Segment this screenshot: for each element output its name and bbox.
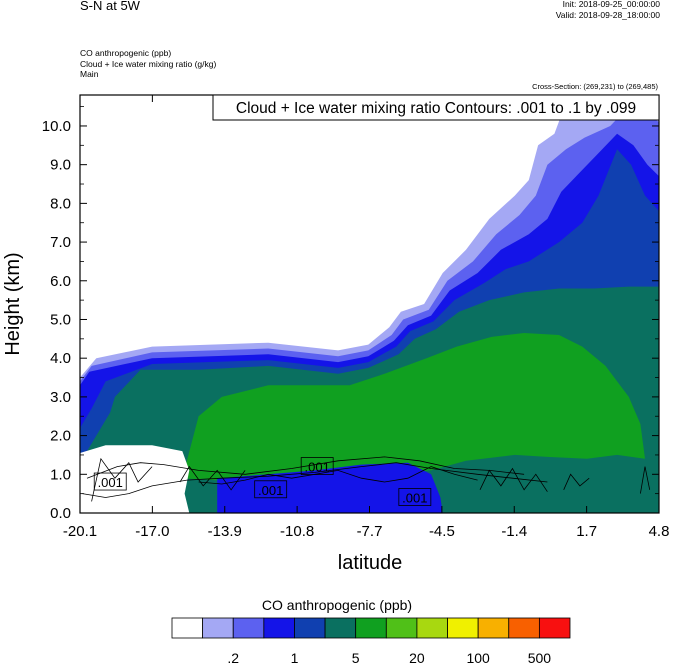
cloud-contour-line bbox=[179, 465, 246, 491]
colorbar-swatch bbox=[538, 617, 571, 639]
contour-label-box bbox=[93, 472, 127, 491]
colorbar-swatch bbox=[477, 617, 510, 639]
cross-section-label: Cross-Section: (269,231) to (269,485) bbox=[532, 82, 658, 91]
colorbar-tick-label: 100 bbox=[466, 650, 490, 666]
y-tick-label: 0.0 bbox=[50, 505, 71, 522]
y-tick-label: 6.0 bbox=[50, 273, 71, 290]
x-tick-label: -13.9 bbox=[208, 523, 242, 540]
colorbar-swatch bbox=[447, 617, 479, 639]
contour-line-label: .001 bbox=[305, 460, 330, 475]
field-co: CO anthropogenic (ppb) bbox=[80, 48, 172, 58]
cloud-contour-line bbox=[91, 457, 153, 502]
contour-line-label: .001 bbox=[98, 475, 123, 490]
contour-legend-box bbox=[212, 94, 660, 121]
colorbar-tick-label: 5 bbox=[352, 650, 360, 666]
cloud-contour-line bbox=[82, 462, 548, 498]
y-tick-label: 4.0 bbox=[50, 350, 71, 367]
contour-line-label: .001 bbox=[258, 483, 283, 498]
y-tick-label: 7.0 bbox=[50, 234, 71, 251]
contour-label-box bbox=[254, 480, 288, 499]
x-tick-label: -7.7 bbox=[357, 523, 383, 540]
colorbar-tick-label: .2 bbox=[227, 650, 239, 666]
axes: -20.1 -17.0 -13.9 -10.8 -7.7 -4.5 -1.4 1.7 4.8 0.… bbox=[42, 95, 670, 540]
colorbar-swatch bbox=[232, 617, 265, 639]
y-tick-label: 10.0 bbox=[42, 118, 71, 135]
contour-label-box bbox=[398, 488, 432, 506]
y-axis-label: Height (km) bbox=[2, 252, 24, 355]
cloud-contour-line bbox=[198, 466, 478, 485]
field-domain: Main bbox=[80, 69, 99, 79]
cloud-contour-line bbox=[640, 466, 651, 494]
field-cloud: Cloud + Ice water mixing ratio (g/kg) bbox=[80, 58, 217, 69]
y-tick-label: 9.0 bbox=[50, 157, 71, 174]
colorbar-swatch bbox=[202, 617, 234, 639]
init-time: Init: 2018-09-25_00:00:00 bbox=[562, 0, 660, 9]
x-tick-label: 4.8 bbox=[649, 523, 670, 540]
contour-label-box bbox=[300, 457, 334, 475]
x-tick-label: -20.1 bbox=[63, 523, 97, 540]
colorbar-swatch bbox=[294, 617, 326, 639]
cloud-contour-line bbox=[86, 456, 525, 479]
cloud-contour-line bbox=[479, 467, 548, 492]
co-level-6-region bbox=[182, 333, 646, 482]
colorbar-tick-label: 1 bbox=[291, 650, 299, 666]
contour-legend: Cloud + Ice water mixing ratio Contours:… bbox=[212, 94, 660, 121]
y-tick-label: 8.0 bbox=[50, 195, 71, 212]
field-list: CO anthropogenic (ppb) Cloud + Ice water… bbox=[80, 48, 216, 80]
cloud-contour-line bbox=[563, 473, 590, 490]
y-tick-label: 3.0 bbox=[50, 389, 71, 406]
cloud-contour-layer: .001 .001 .001 .001 bbox=[82, 456, 651, 506]
valid-time: Valid: 2018-09-28_18:00:00 bbox=[555, 10, 660, 20]
x-tick-label: -17.0 bbox=[135, 523, 169, 540]
run-times: Init: 2018-09-25_00:00:00 Valid: 2018-09… bbox=[556, 0, 660, 21]
colorbar-tick-label: 20 bbox=[409, 650, 425, 666]
colorbar-swatch bbox=[508, 617, 540, 639]
colorbar: .2 1 5 20 100 500 bbox=[171, 617, 571, 666]
x-axis-label: latitude bbox=[338, 552, 403, 574]
x-tick-label: -1.4 bbox=[501, 523, 527, 540]
colorbar-swatch bbox=[171, 617, 204, 639]
contour-line-label: .001 bbox=[402, 491, 427, 506]
y-tick-label: 2.0 bbox=[50, 428, 71, 445]
co-fill-layer bbox=[80, 95, 659, 513]
colorbar-swatch bbox=[385, 617, 418, 639]
colorbar-tick-label: 500 bbox=[528, 650, 552, 666]
colorbar-swatch bbox=[355, 617, 387, 639]
y-tick-label: 5.0 bbox=[50, 311, 71, 328]
colorbar-swatch bbox=[324, 617, 357, 639]
colorbar-swatch bbox=[416, 617, 448, 639]
chart-title: S-N at 5W bbox=[80, 0, 140, 13]
co-below-range-region bbox=[80, 445, 190, 513]
x-tick-label: 1.7 bbox=[576, 523, 597, 540]
contour-legend-text: Cloud + Ice water mixing ratio Contours:… bbox=[236, 100, 636, 117]
x-tick-label: -10.8 bbox=[280, 523, 314, 540]
colorbar-title: CO anthropogenic (ppb) bbox=[261, 597, 413, 613]
y-tick-label: 1.0 bbox=[50, 466, 71, 483]
x-tick-label: -4.5 bbox=[429, 523, 455, 540]
colorbar-swatch bbox=[263, 617, 295, 639]
